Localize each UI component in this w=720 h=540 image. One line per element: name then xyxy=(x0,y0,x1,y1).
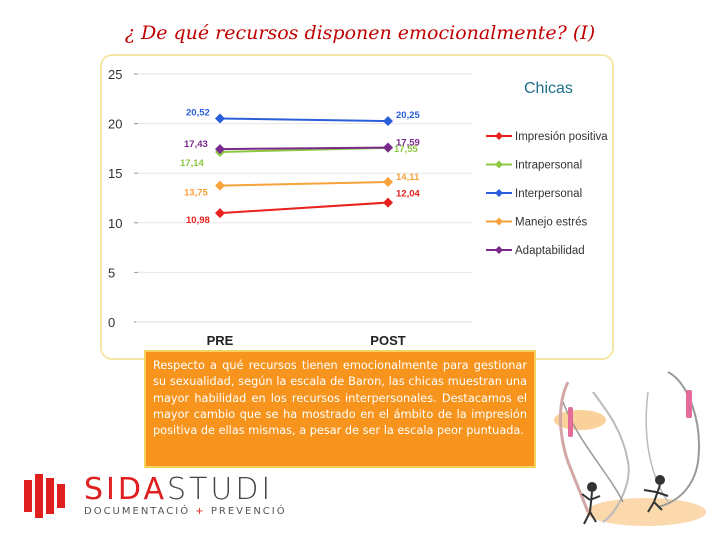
page-title: ¿ De qué recursos disponen emocionalment… xyxy=(124,22,596,44)
y-tick-label: 10 xyxy=(108,216,122,231)
description-panel: Respecto a qué recursos tienen emocional… xyxy=(144,350,536,468)
data-label: 13,75 xyxy=(184,188,208,199)
series-line xyxy=(219,201,389,215)
logo-mark-icon xyxy=(24,474,68,518)
data-label: 10,98 xyxy=(186,215,210,226)
line-chart: 0 5 10 15 20 25 PRE POST Chicas 10,98 12,04 Impresi… xyxy=(108,67,608,348)
data-label: 17,14 xyxy=(180,158,204,169)
logo-name: SIDASTUDI xyxy=(84,472,274,507)
data-point xyxy=(383,177,393,188)
data-label: 20,52 xyxy=(186,107,210,118)
condom-illustration-icon xyxy=(554,371,706,526)
legend-label: Interpersonal xyxy=(515,188,582,200)
y-tick-label: 5 xyxy=(108,265,115,280)
y-tick-label: 20 xyxy=(108,117,122,132)
legend-marker xyxy=(495,132,503,140)
data-label: 17,43 xyxy=(184,139,208,150)
y-tick-label: 25 xyxy=(108,67,122,82)
chart-card xyxy=(100,54,614,360)
legend-label: Adaptabilidad xyxy=(515,245,585,257)
legend-marker xyxy=(495,217,503,226)
data-label: 20,25 xyxy=(396,110,420,121)
data-label: 17,55 xyxy=(394,144,418,155)
y-tick-label: 15 xyxy=(108,166,122,181)
data-point xyxy=(215,180,225,191)
legend-label: Impresión positiva xyxy=(515,131,608,143)
data-point xyxy=(383,142,393,153)
series-line xyxy=(219,146,389,151)
data-label: 12,04 xyxy=(396,189,420,200)
data-label: 17,59 xyxy=(396,138,420,149)
legend-marker xyxy=(495,160,503,169)
sidastudi-logo: SIDASTUDI DOCUMENTACIÓ + PREVENCIÓ xyxy=(24,472,287,518)
data-point xyxy=(215,208,225,219)
logo-subtitle: DOCUMENTACIÓ + PREVENCIÓ xyxy=(84,506,287,517)
chart-title: Chicas xyxy=(524,80,573,97)
data-point xyxy=(215,113,225,124)
legend-label: Intrapersonal xyxy=(515,160,582,172)
series-line xyxy=(219,181,389,187)
legend-label: Manejo estrés xyxy=(515,217,587,229)
data-point xyxy=(215,144,225,155)
y-tick-label: 0 xyxy=(108,315,115,330)
legend-marker xyxy=(495,246,503,254)
data-label: 14,11 xyxy=(396,172,420,183)
data-point xyxy=(383,116,393,127)
series-line xyxy=(219,117,389,123)
description-text: Respecto a qué recursos tienen emocional… xyxy=(153,359,527,438)
x-tick-label: POST xyxy=(370,333,405,348)
x-tick-label: PRE xyxy=(207,333,234,348)
legend-marker xyxy=(495,189,503,197)
data-point xyxy=(383,197,393,208)
